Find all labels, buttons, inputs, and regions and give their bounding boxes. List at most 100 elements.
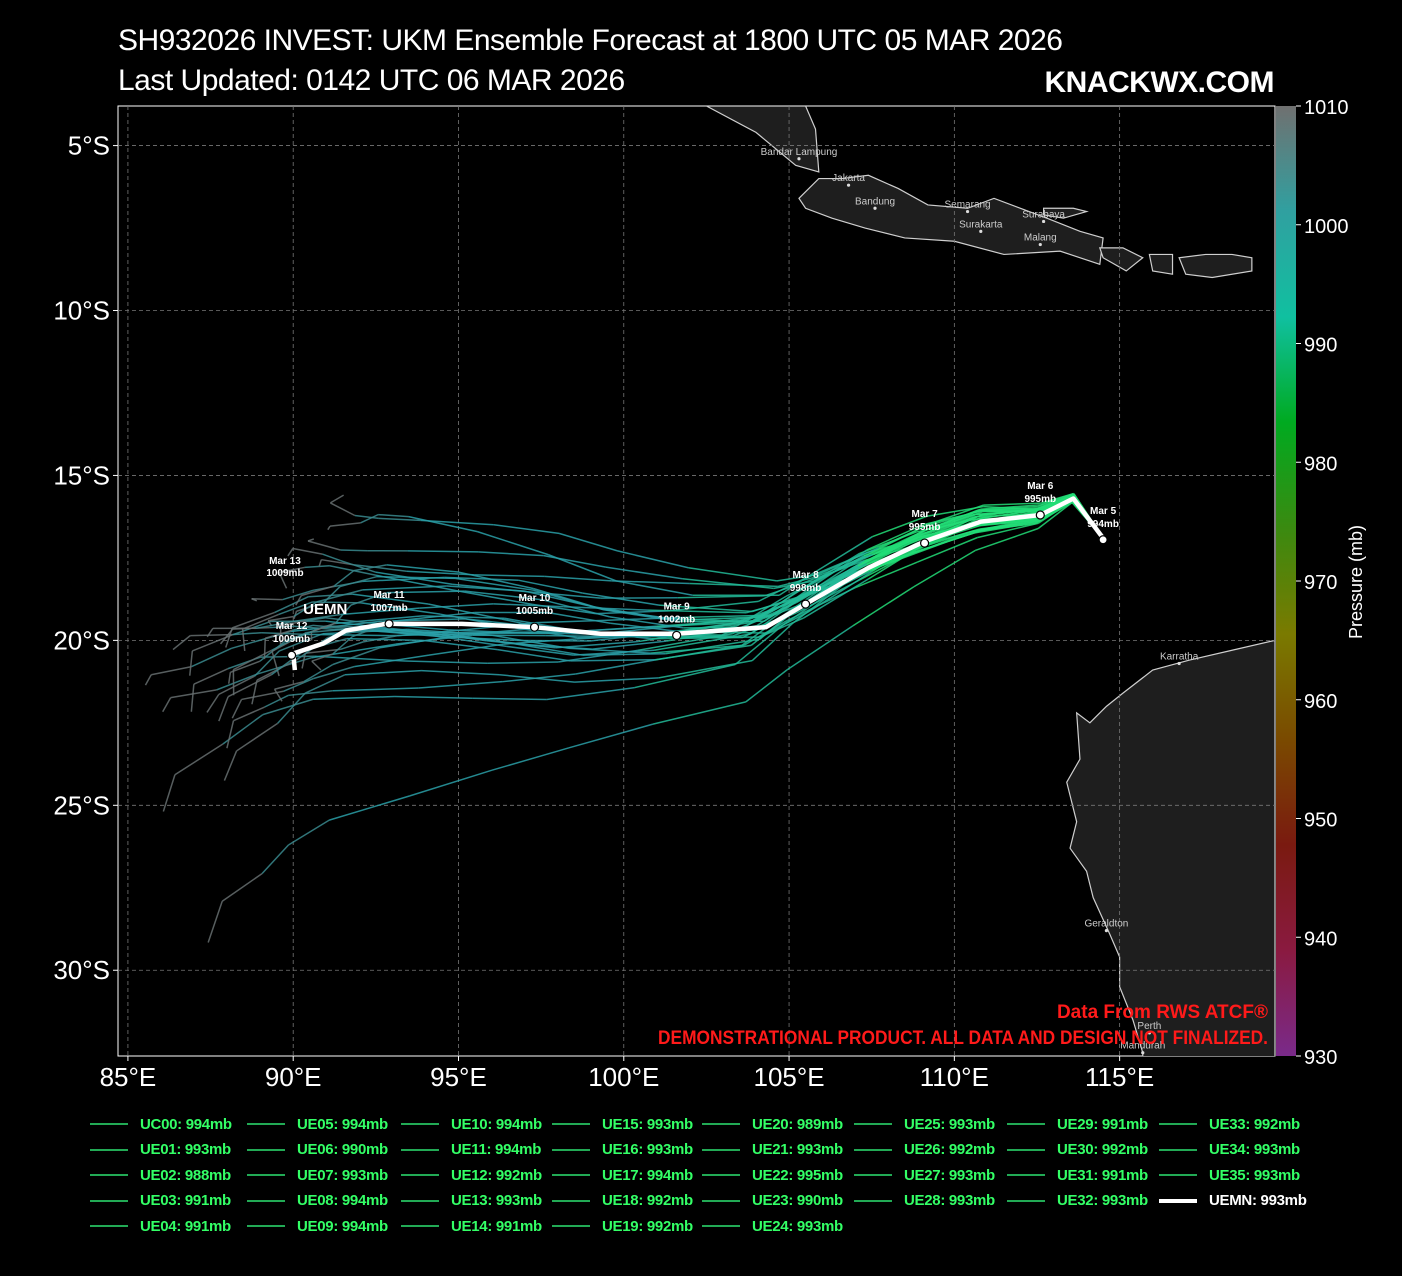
legend-entry: UE33: 992mb <box>1159 1112 1300 1136</box>
legend-entry: UE19: 992mb <box>552 1214 693 1238</box>
legend-swatch <box>702 1174 740 1176</box>
member-track-segment <box>251 598 283 601</box>
city-label: Semarang <box>944 200 990 211</box>
member-track-segment <box>658 659 753 679</box>
member-track-segment <box>983 502 1042 506</box>
member-track-segment <box>974 527 1039 552</box>
city-label: Karratha <box>1160 651 1199 662</box>
member-track-segment <box>493 603 564 608</box>
member-track-segment <box>162 774 176 812</box>
member-track-segment <box>254 650 280 677</box>
legend-entry: UE21: 993mb <box>702 1138 843 1162</box>
member-track-segment <box>151 665 192 676</box>
legend-label: UE26: 992mb <box>904 1141 995 1158</box>
member-track-segment <box>665 638 760 655</box>
member-track-segment <box>513 642 584 656</box>
legend-label: UE22: 995mb <box>752 1166 843 1184</box>
member-track-segment <box>428 643 504 656</box>
legend-label: UE27: 993mb <box>904 1166 995 1184</box>
legend-entry: UE22: 995mb <box>702 1163 843 1187</box>
member-track-segment <box>162 697 172 713</box>
member-track-segment <box>301 585 335 597</box>
member-track-segment <box>362 585 447 591</box>
member-track-segment <box>232 611 275 629</box>
y-tick-label: 25°S <box>53 790 110 820</box>
member-track-segment <box>605 566 683 580</box>
legend-swatch <box>854 1148 892 1151</box>
city-label: Mandurah <box>1120 1041 1165 1052</box>
y-tick-label: 5°S <box>68 131 110 161</box>
member-track-segment <box>647 609 747 614</box>
member-track-segment <box>227 672 232 684</box>
member-track-segment <box>339 575 377 588</box>
legend-swatch <box>702 1225 740 1227</box>
member-track-segment <box>434 635 507 648</box>
legend-label: UE10: 994mb <box>451 1115 542 1133</box>
legend-entry: UE24: 993mb <box>702 1214 843 1238</box>
member-track-segment <box>734 624 784 666</box>
member-track-segment <box>206 627 214 638</box>
legend-swatch <box>1159 1148 1197 1151</box>
legend-label: UE35: 993mb <box>1209 1166 1300 1184</box>
member-track-segment <box>241 628 246 652</box>
member-track-segment <box>611 580 690 585</box>
legend-label: UE29: 991mb <box>1057 1115 1148 1133</box>
daily-date-label: Mar 13 <box>269 556 301 567</box>
member-track-segment <box>592 640 667 650</box>
daily-point <box>1035 510 1045 520</box>
member-track-segment <box>352 593 429 605</box>
member-track-segment <box>277 692 306 724</box>
member-track-segment <box>311 660 322 671</box>
member-track-segment <box>610 622 682 633</box>
member-track-segment <box>313 665 355 680</box>
legend-label: UE33: 992mb <box>1209 1115 1300 1133</box>
legend-entry: UE02: 988mb <box>90 1163 231 1187</box>
city-label: Jakarta <box>832 173 865 184</box>
daily-point <box>919 538 930 548</box>
member-track-segment <box>477 530 549 556</box>
member-track-segment <box>219 628 234 645</box>
member-track-segment <box>420 519 494 526</box>
member-track-segment <box>230 660 261 673</box>
legend-label: UE02: 988mb <box>140 1166 231 1184</box>
member-track-segment <box>278 572 288 589</box>
member-track-segment <box>979 520 1039 530</box>
member-track-segment <box>407 550 479 553</box>
member-track-segment <box>190 684 195 712</box>
member-track-segment <box>1037 501 1074 530</box>
member-track-segment <box>305 633 390 637</box>
legend-swatch <box>854 1199 892 1202</box>
legend-label: UE28: 993mb <box>904 1192 995 1209</box>
member-track-segment <box>616 550 689 569</box>
member-track-segment <box>313 695 395 700</box>
member-track-segment <box>189 650 194 676</box>
member-track-segment <box>232 632 262 636</box>
member-track-segment <box>777 576 814 588</box>
member-track-segment <box>459 628 531 636</box>
disclaimer-note: DEMONSTRATIONAL PRODUCT. ALL DATA AND DE… <box>658 1028 1268 1049</box>
legend-swatch <box>854 1174 892 1176</box>
legend-swatch <box>1159 1174 1197 1176</box>
brand-logo[interactable]: KNACKWX.COM <box>1044 66 1275 99</box>
source-note: Data From RWS ATCF® <box>1057 1002 1268 1023</box>
member-track-segment <box>973 521 1037 534</box>
member-track-segment <box>916 536 978 563</box>
member-track-segment <box>226 720 235 749</box>
member-track-segment <box>983 508 1041 516</box>
city-dot <box>873 206 877 210</box>
member-track-segment <box>291 624 314 632</box>
legend-entry: UE20: 989mb <box>702 1112 843 1136</box>
member-track-segment <box>980 504 1041 510</box>
legend-entry: UE07: 993mb <box>247 1163 388 1187</box>
member-track-segment <box>582 592 660 606</box>
legend-swatch <box>702 1199 740 1202</box>
member-track-segment <box>307 538 315 542</box>
daily-point <box>529 622 540 632</box>
member-track-segment <box>307 540 341 551</box>
colorbar-tick-label: 970 <box>1304 572 1337 594</box>
chart-subtitle: Last Updated: 0142 UTC 06 MAR 2026 <box>118 64 625 97</box>
member-track-segment <box>287 548 294 557</box>
member-track-segment <box>406 570 475 576</box>
member-track-segment <box>913 549 976 588</box>
legend-swatch <box>247 1199 285 1202</box>
